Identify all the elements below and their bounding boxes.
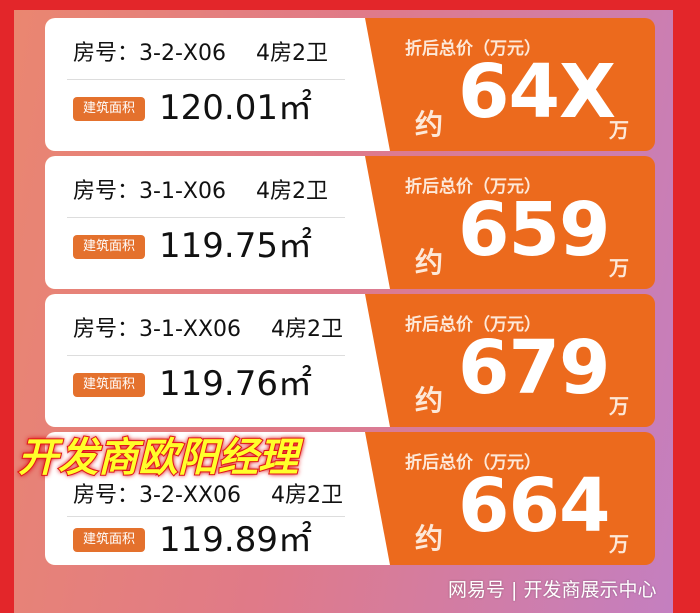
room-layout: 4房2卫: [271, 317, 344, 342]
room-layout: 4房2卫: [255, 179, 328, 204]
watermark: 网易号 | 开发商展示中心: [448, 579, 657, 601]
price-title: 折后总价（万元）: [405, 315, 541, 335]
area-number: 119.76: [159, 364, 278, 404]
price-value: 659: [458, 187, 610, 273]
area-badge: 建筑面积: [73, 528, 145, 552]
area-badge: 建筑面积: [73, 97, 145, 121]
area-value: 120.01㎡: [159, 88, 312, 128]
listing-card: 房号：3-2-X06 4房2卫 建筑面积 120.01㎡ 折后总价（万元） 约 6…: [45, 18, 655, 151]
divider: [67, 217, 345, 218]
area-value: 119.75㎡: [159, 226, 312, 266]
area-number: 119.89: [159, 520, 278, 560]
room-info: 房号：3-2-XX06 4房2卫: [73, 482, 343, 510]
room-label: 房号：: [73, 317, 140, 342]
approx-label: 约: [415, 384, 444, 417]
area-unit: ㎡: [277, 520, 312, 560]
divider: [67, 516, 345, 517]
room-label: 房号：: [73, 179, 140, 204]
approx-label: 约: [415, 522, 444, 555]
approx-label: 约: [415, 246, 444, 279]
room-layout: 4房2卫: [255, 41, 328, 66]
area-number: 120.01: [159, 88, 278, 128]
card-info-panel: [45, 18, 390, 151]
room-info: 房号：3-1-X06 4房2卫: [73, 178, 328, 206]
price-title: 折后总价（万元）: [405, 453, 541, 473]
area-badge: 建筑面积: [73, 235, 145, 259]
price-unit: 万: [609, 532, 629, 556]
area-unit: ㎡: [277, 226, 312, 266]
room-number: 3-2-X06: [139, 41, 226, 66]
price-value: 664: [458, 463, 610, 549]
card-info-panel: [45, 294, 390, 427]
room-label: 房号：: [73, 483, 140, 508]
price-unit: 万: [609, 118, 629, 142]
area-unit: ㎡: [277, 364, 312, 404]
overlay-title: 开发商欧阳经理: [17, 435, 299, 481]
room-label: 房号：: [73, 41, 140, 66]
room-number: 3-2-XX06: [139, 483, 242, 508]
room-info: 房号：3-2-X06 4房2卫: [73, 40, 328, 68]
card-info-panel: [45, 156, 390, 289]
price-unit: 万: [609, 256, 629, 280]
listing-card: 房号：3-1-X06 4房2卫 建筑面积 119.75㎡ 折后总价（万元） 约 6…: [45, 156, 655, 289]
price-value: 679: [458, 325, 610, 411]
room-layout: 4房2卫: [271, 483, 344, 508]
room-number: 3-1-X06: [139, 179, 226, 204]
listing-card: 房号：3-1-XX06 4房2卫 建筑面积 119.76㎡ 折后总价（万元） 约 …: [45, 294, 655, 427]
price-title: 折后总价（万元）: [405, 39, 541, 59]
divider: [67, 79, 345, 80]
room-info: 房号：3-1-XX06 4房2卫: [73, 316, 343, 344]
price-value: 64X: [458, 49, 616, 135]
approx-label: 约: [415, 108, 444, 141]
area-value: 119.76㎡: [159, 364, 312, 404]
price-title: 折后总价（万元）: [405, 177, 541, 197]
area-unit: ㎡: [277, 88, 312, 128]
area-value: 119.89㎡: [159, 520, 312, 560]
listing-card: 房号：3-2-XX06 4房2卫 建筑面积 119.89㎡ 折后总价（万元） 约 …: [45, 432, 655, 565]
area-number: 119.75: [159, 226, 278, 266]
price-unit: 万: [609, 394, 629, 418]
divider: [67, 355, 345, 356]
area-badge: 建筑面积: [73, 373, 145, 397]
room-number: 3-1-XX06: [139, 317, 242, 342]
